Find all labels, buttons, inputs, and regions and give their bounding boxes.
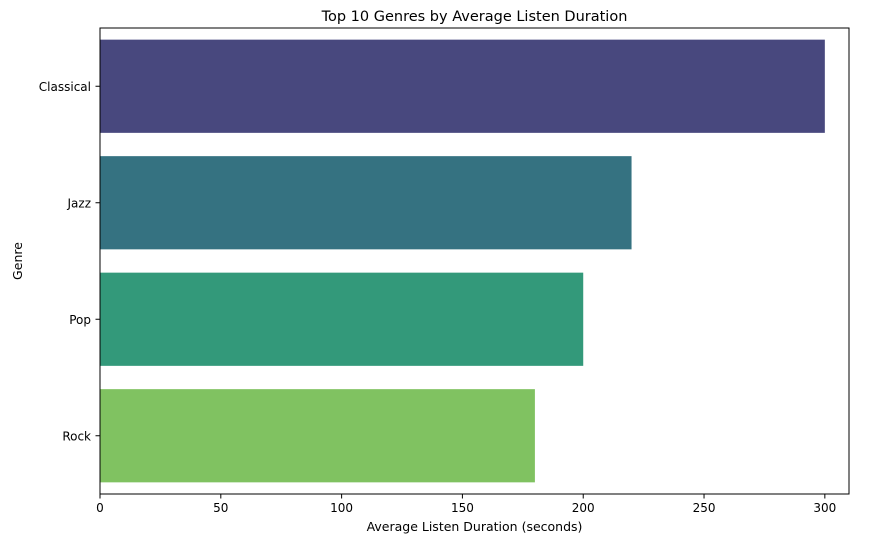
bars-layer <box>100 39 825 483</box>
bar-pop <box>100 272 584 366</box>
y-tick-label: Classical <box>39 80 91 94</box>
x-tick-label: 300 <box>813 501 836 515</box>
plot-frame <box>99 27 850 495</box>
x-axis-label: Average Listen Duration (seconds) <box>367 519 583 534</box>
x-tick-label: 0 <box>96 501 104 515</box>
x-tick-label: 250 <box>693 501 716 515</box>
y-axis-label: Genre <box>10 242 25 280</box>
bar-classical <box>100 39 825 133</box>
x-tick-label: 50 <box>213 501 228 515</box>
bar-jazz <box>100 156 632 250</box>
chart-title: Top 10 Genres by Average Listen Duration <box>321 9 628 25</box>
y-axis-ticks: Classical Jazz Pop Rock <box>39 80 100 443</box>
x-axis-ticks: 0 50 100 150 200 250 300 <box>96 494 836 515</box>
y-tick-label: Pop <box>69 313 91 327</box>
x-tick-label: 100 <box>330 501 353 515</box>
x-tick-label: 150 <box>451 501 474 515</box>
bar-rock <box>100 389 535 483</box>
y-tick-label: Jazz <box>67 196 92 210</box>
y-tick-label: Rock <box>62 429 91 443</box>
x-tick-label: 200 <box>572 501 595 515</box>
